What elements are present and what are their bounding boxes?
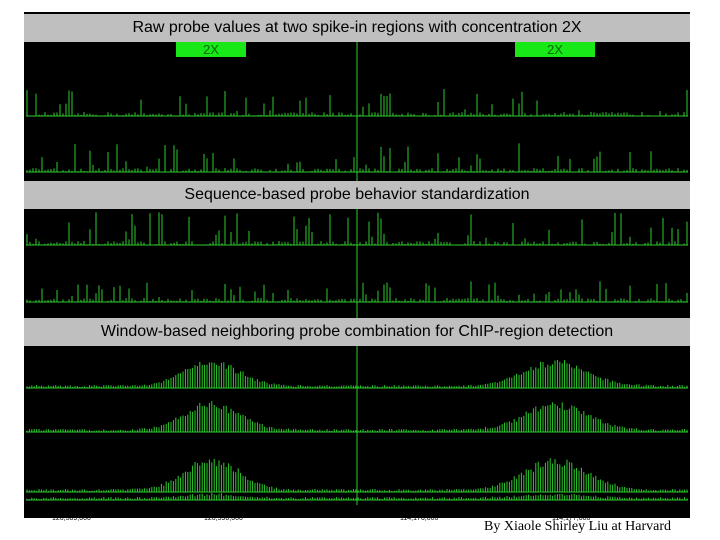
tick-label: 126,590,000 <box>204 515 243 522</box>
section-title-standardization: Sequence-based probe behavior standardiz… <box>24 181 690 209</box>
section-title-window: Window-based neighboring probe combinati… <box>24 318 690 346</box>
spike-in-label-left: 2X <box>176 42 246 57</box>
genomic-axis: 126,589,000 126,590,000 114,176,000 114,… <box>24 506 690 530</box>
section-title-raw: Raw probe values at two spike-in regions… <box>24 14 690 42</box>
tick-label: 126,589,000 <box>52 515 91 522</box>
author-credit: By Xiaole Shirley Liu at Harvard <box>484 519 672 534</box>
tick-label: 114,177,000 <box>552 515 591 522</box>
tick-label: 114,176,000 <box>400 515 439 522</box>
spike-in-label-right: 2X <box>515 42 595 57</box>
